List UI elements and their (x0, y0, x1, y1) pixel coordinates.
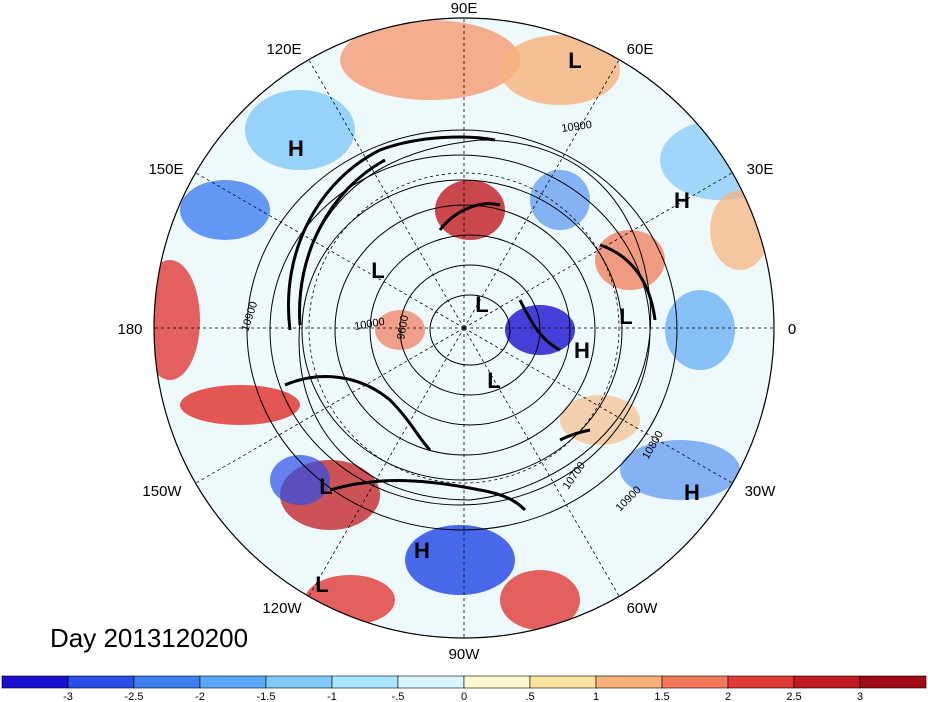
map-boundary (153, 17, 775, 639)
longitude-labels: 90E 120E 60E 150E 30E 180 0 150W 30W 120… (117, 0, 796, 663)
pressure-center-high: H (574, 338, 590, 363)
pressure-center-low: L (315, 572, 328, 597)
contour-label: 10000 (353, 316, 385, 333)
lon-label-0: 0 (788, 321, 796, 338)
lon-label-30e: 30E (747, 161, 774, 178)
colorbar-tick-label: -1.5 (257, 691, 276, 702)
colorbar-swatch (859, 675, 927, 689)
colorbar-tick-label: 2 (725, 691, 731, 702)
pressure-center-low: L (568, 48, 581, 73)
colorbar-tick-label: -1 (327, 691, 337, 702)
pressure-centers: L H H L L L H L L H H L (288, 48, 700, 597)
colorbar-swatch (661, 675, 729, 689)
colorbar-tick-label: 2.5 (786, 691, 801, 702)
colorbar-tick-label: 3 (857, 691, 863, 702)
date-title: Day 2013120200 (50, 623, 248, 653)
height-contours (246, 129, 678, 531)
colorbar-swatch (199, 675, 267, 689)
colorbar-tick-label: -2.5 (125, 691, 144, 702)
pressure-center-low: L (619, 304, 632, 329)
colorbar-swatch (529, 675, 597, 689)
meridians (154, 18, 774, 638)
colorbar-tick-label: -2 (195, 691, 205, 702)
pressure-center-high: H (414, 538, 430, 563)
lon-label-90e: 90E (451, 0, 478, 17)
lon-label-60e: 60E (627, 41, 654, 58)
colorbar-swatch (1, 675, 69, 689)
colorbar: -3 -2.5 -2 -1.5 -1 -.5 0 .5 1 1.5 2 2.5 3 (1, 675, 927, 702)
colorbar-swatch (265, 675, 333, 689)
lon-label-150e: 150E (148, 161, 183, 178)
pressure-center-high: H (288, 136, 304, 161)
colorbar-tick-label: -3 (63, 691, 73, 702)
contour-label: 9600 (395, 314, 411, 340)
pressure-center-low: L (487, 368, 500, 393)
colorbar-swatch (67, 675, 135, 689)
colorbar-swatch (397, 675, 465, 689)
lon-label-120w: 120W (262, 600, 302, 617)
colorbar-swatch (133, 675, 201, 689)
pressure-center-low: L (371, 258, 384, 283)
colorbar-tick-label: 1 (593, 691, 599, 702)
pressure-center-low: L (475, 292, 488, 317)
lon-label-120e: 120E (266, 41, 301, 58)
colorbar-swatch (331, 675, 399, 689)
lon-label-150w: 150W (142, 483, 182, 500)
pressure-center-high: H (684, 480, 700, 505)
colorbar-tick-label: 0 (461, 691, 467, 702)
colorbar-tick-label: .5 (525, 691, 534, 702)
colorbar-swatch (727, 675, 795, 689)
contour-label: 10900 (561, 119, 593, 135)
colorbar-swatch (595, 675, 663, 689)
lon-label-60w: 60W (627, 600, 659, 617)
lon-label-30w: 30W (745, 483, 777, 500)
lon-label-180: 180 (117, 321, 142, 338)
colorbar-swatch (463, 675, 531, 689)
lon-label-90w: 90W (449, 646, 481, 663)
pressure-center-low: L (319, 474, 332, 499)
colorbar-tick-label: -.5 (392, 691, 405, 702)
colorbar-swatch (793, 675, 861, 689)
pressure-center-high: H (674, 188, 690, 213)
colorbar-tick-label: 1.5 (654, 691, 669, 702)
